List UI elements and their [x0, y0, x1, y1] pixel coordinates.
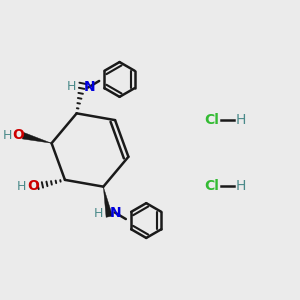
- Text: Cl: Cl: [204, 179, 219, 193]
- Text: Cl: Cl: [204, 113, 219, 127]
- Text: N: N: [84, 80, 95, 94]
- Polygon shape: [103, 187, 112, 217]
- Polygon shape: [22, 133, 52, 143]
- Text: H: H: [17, 180, 26, 193]
- Text: H: H: [236, 179, 246, 193]
- Text: O: O: [12, 128, 24, 142]
- Text: O: O: [27, 179, 39, 194]
- Text: N: N: [110, 206, 122, 220]
- Text: H: H: [93, 206, 103, 220]
- Text: H: H: [2, 129, 12, 142]
- Text: H: H: [67, 80, 76, 94]
- Text: H: H: [236, 113, 246, 127]
